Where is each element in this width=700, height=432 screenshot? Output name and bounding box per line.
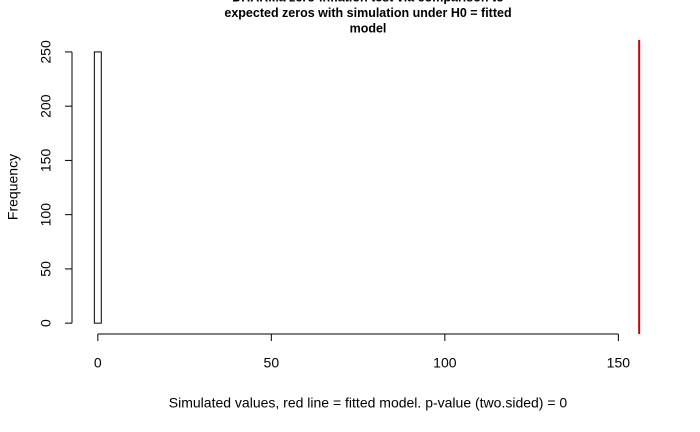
y-tick-label: 200 (38, 94, 54, 118)
y-tick-label: 50 (38, 261, 54, 277)
chart-title: expected zeros with simulation under H0 … (224, 6, 511, 20)
x-tick-label: 100 (433, 355, 457, 371)
y-axis-label: Frequency (5, 154, 21, 220)
y-tick-label: 100 (38, 203, 54, 227)
bar (93, 51, 102, 324)
y-tick-label: 250 (38, 40, 54, 64)
y-tick-label: 150 (38, 149, 54, 173)
y-tick-label: 0 (38, 319, 54, 327)
chart-title: model (350, 21, 387, 35)
x-tick-label: 0 (94, 355, 102, 371)
x-axis-label: Simulated values, red line = fitted mode… (169, 395, 568, 411)
x-tick-label: 150 (607, 355, 631, 371)
x-tick-label: 50 (264, 355, 280, 371)
chart-title: DHARMa zero-inflation test via compariso… (232, 0, 504, 4)
